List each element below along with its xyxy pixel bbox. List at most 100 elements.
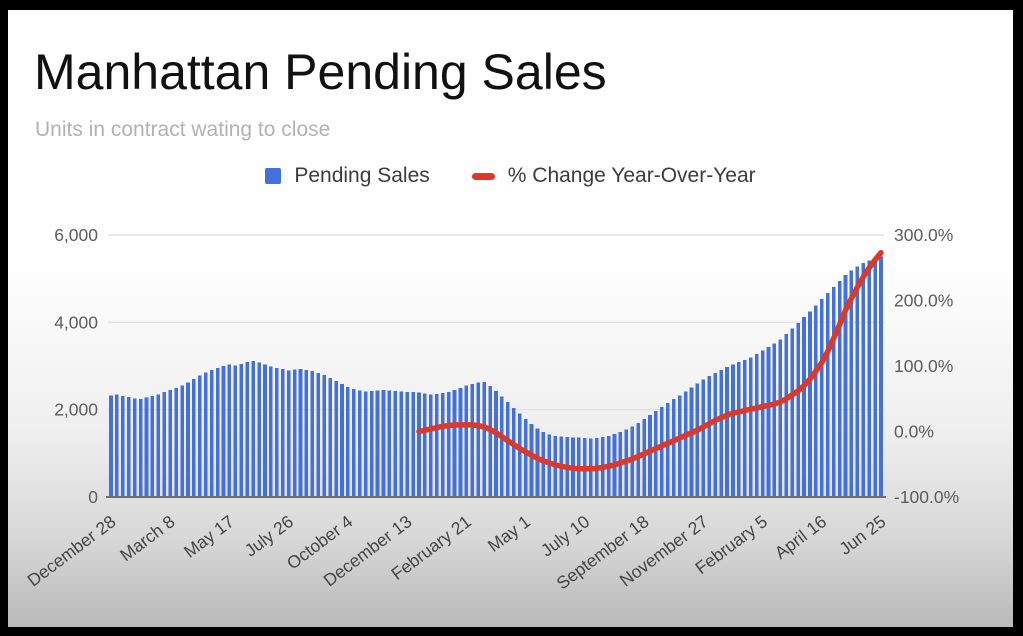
bar [529,424,534,497]
left-axis-tick-label: 2,000 [54,400,98,420]
right-axis-tick-label: 200.0% [894,291,953,311]
bar [654,410,658,497]
bar [825,293,830,497]
bar [707,376,712,497]
bar [482,382,486,497]
bar [772,343,777,497]
bar [748,357,753,497]
bar [251,360,255,497]
x-axis-tick-label: December 28 [23,511,119,590]
bar [517,413,522,497]
bar [346,386,350,497]
bar [731,364,735,497]
bar [843,275,848,497]
bar [162,392,167,497]
bar [334,380,338,497]
bar [417,392,421,497]
x-axis-tick-label: Jun 25 [835,511,889,559]
bar [209,369,214,497]
bar [831,286,836,497]
bar [322,375,327,497]
bar [660,407,664,497]
bar [452,390,457,497]
bar [369,390,374,497]
bar [168,390,172,497]
bar [488,386,492,497]
bar [121,396,125,497]
bar [221,366,226,497]
bar [784,334,789,497]
bar [796,322,800,497]
chart-plot: 6,000 4,000 2,000 0 300.0% 200.0% 100.0% 0.0% -1… [23,225,959,593]
bar [648,414,652,497]
right-axis-tick-label: 0.0% [894,422,934,442]
bar [446,391,451,497]
bar [375,390,380,497]
bar [511,407,516,497]
bar [387,390,392,497]
pending-sales-bars [109,256,883,497]
bar [754,354,759,497]
bar [636,422,640,497]
legend-label-pending-sales: Pending Sales [294,164,430,187]
legend-label-yoy-change: % Change Year-Over-Year [507,164,756,187]
bar [506,402,510,497]
bar [695,383,700,497]
bar [814,305,818,497]
bar [802,317,806,497]
bar [423,393,427,497]
bar [198,375,202,497]
chart-subtitle: Units in contract wating to close [35,118,331,141]
bar [873,258,877,497]
bar [269,366,273,497]
bar [280,369,285,497]
bar [298,369,303,497]
bar [725,366,729,497]
bar [352,389,356,497]
bar [535,428,540,497]
bar [470,383,475,497]
bar [879,256,883,497]
bar [440,393,445,497]
bar [292,369,297,497]
yoy-line [416,249,884,472]
legend-item-pending-sales[interactable]: Pending Sales [265,164,430,188]
bar [541,431,546,497]
bar [701,379,706,497]
right-axis-tick-label: 300.0% [894,225,953,245]
bar [458,387,463,497]
chart-canvas: Manhattan Pending Sales Units in contrac… [8,10,1013,627]
right-axis-tick-label: 100.0% [894,356,953,376]
chart-title: Manhattan Pending Sales [34,44,607,100]
bar [434,393,439,497]
bar [310,371,315,497]
bar [138,398,143,497]
bar [126,397,131,497]
bar [411,392,415,497]
bar [737,362,741,497]
bar [233,365,238,497]
right-axis-tick-label: -100.0% [894,487,959,507]
bar [316,372,321,497]
bar [340,383,344,497]
bar [257,362,261,497]
bar [328,377,332,497]
bar [713,372,717,497]
bar [286,370,291,497]
legend-item-yoy-change[interactable]: % Change Year-Over-Year [471,164,756,188]
x-axis-tick-label: May 1 [484,511,534,556]
pending-sales-swatch-icon [265,168,282,184]
bar [742,359,747,497]
bar [760,350,765,497]
bar [790,328,794,497]
chart-legend: Pending Sales % Change Year-Over-Year [8,164,1013,188]
bar [820,299,824,497]
bar [429,394,433,497]
bar [357,390,362,497]
bar [642,418,646,497]
bar [861,262,866,497]
left-axis-tick-label: 0 [88,487,98,507]
bar [523,418,528,497]
x-axis-tick-label: April 16 [771,511,830,563]
bar [192,379,196,497]
